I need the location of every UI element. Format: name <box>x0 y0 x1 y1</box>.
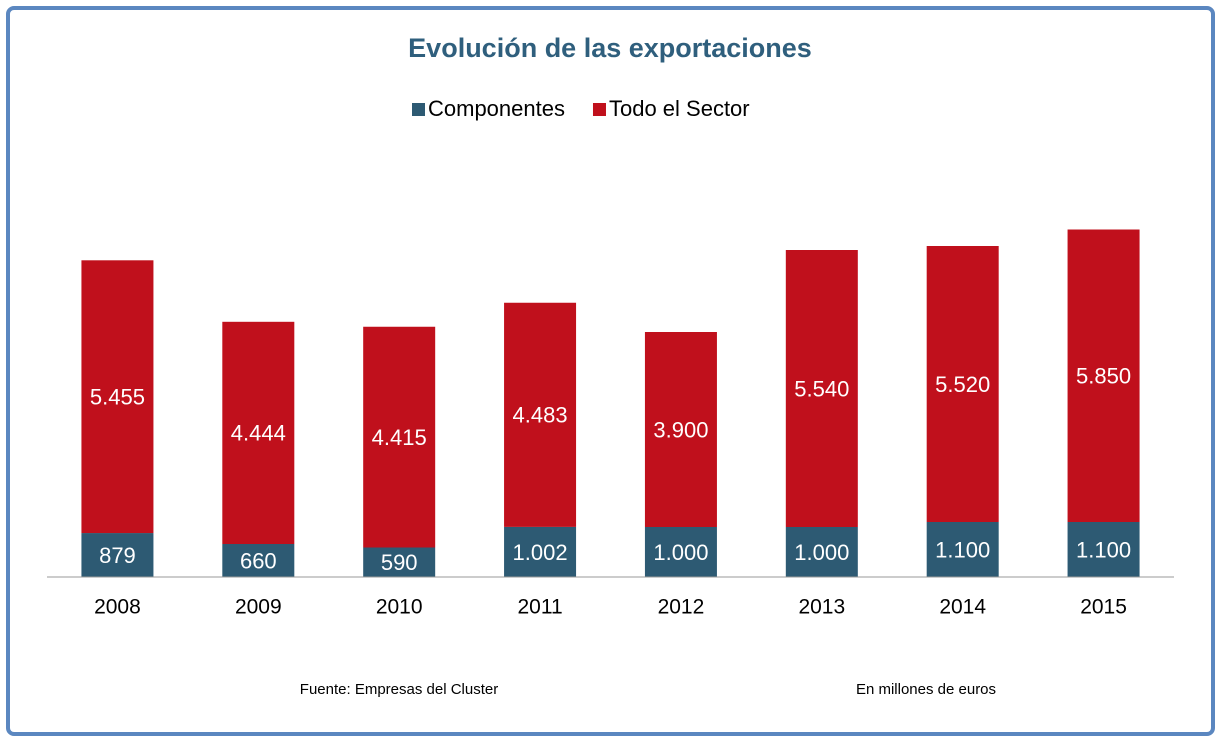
data-label: 3.900 <box>653 417 708 442</box>
unit-note: En millones de euros <box>856 681 996 698</box>
legend-swatch <box>412 103 425 116</box>
bar-segment <box>81 533 154 577</box>
data-label: 4.444 <box>231 421 286 446</box>
data-label: 1.002 <box>513 540 568 565</box>
data-label: 879 <box>99 543 136 568</box>
data-label: 1.000 <box>653 540 708 565</box>
legend-label: Componentes <box>428 96 565 121</box>
x-tick-label: 2009 <box>235 596 282 619</box>
data-label: 5.455 <box>90 384 145 409</box>
bar-segment <box>363 326 436 548</box>
bar-segment <box>504 526 577 577</box>
x-tick-label: 2012 <box>658 596 705 619</box>
data-label: 590 <box>381 550 418 575</box>
x-tick-label: 2011 <box>517 596 562 619</box>
data-label: 5.540 <box>794 376 849 401</box>
data-label: 1.000 <box>794 540 849 565</box>
bar-segment <box>785 527 858 577</box>
bar-segment <box>504 302 577 527</box>
x-tick-label: 2013 <box>798 596 845 619</box>
bar-segment <box>644 527 717 577</box>
bar-segment <box>785 250 858 527</box>
data-label: 4.483 <box>513 403 568 428</box>
bar-segment <box>644 332 717 527</box>
bar-segment <box>222 321 295 544</box>
data-label: 1.100 <box>935 537 990 562</box>
bar-segment <box>1067 522 1140 577</box>
data-label: 660 <box>240 548 277 573</box>
legend-label: Todo el Sector <box>609 96 750 121</box>
bar-segment <box>926 522 999 577</box>
x-tick-label: 2008 <box>94 596 141 619</box>
data-label: 5.520 <box>935 372 990 397</box>
bar-segment <box>1067 229 1140 522</box>
chart-title: Evolución de las exportaciones <box>408 33 812 63</box>
x-tick-label: 2014 <box>939 596 986 619</box>
frame <box>6 6 1215 736</box>
x-tick-label: 2015 <box>1080 596 1127 619</box>
data-label: 1.100 <box>1076 537 1131 562</box>
bar-segment <box>222 544 295 577</box>
bar-segment <box>363 547 436 577</box>
x-tick-label: 2010 <box>376 596 423 619</box>
legend-swatch <box>592 103 606 116</box>
bar-segment <box>81 260 154 534</box>
data-label: 4.415 <box>372 425 427 450</box>
source-note: Fuente: Empresas del Cluster <box>300 681 498 698</box>
data-label: 5.850 <box>1076 364 1131 389</box>
bar-segment <box>926 246 999 522</box>
